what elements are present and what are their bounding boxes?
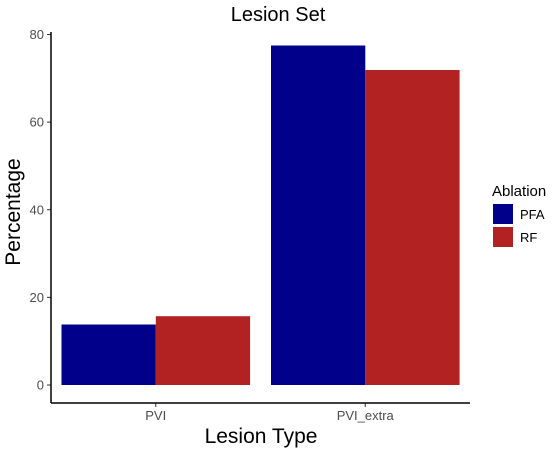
chart-title: Lesion Set <box>231 4 326 26</box>
y-axis-title: Percentage <box>2 158 25 265</box>
y-tick-label: 60 <box>30 115 44 130</box>
x-tick-label: PVI <box>145 408 166 423</box>
bar-rf-pvi <box>155 316 251 385</box>
y-tick-label: 20 <box>30 290 44 305</box>
y-tick-label: 80 <box>30 27 44 42</box>
legend: Ablation PFA RF <box>492 183 546 247</box>
legend-label-pfa: PFA <box>520 207 545 222</box>
legend-label-rf: RF <box>520 230 537 245</box>
bar-rf-pvi-extra <box>365 70 460 385</box>
x-tick-label: PVI_extra <box>337 408 395 423</box>
y-tick-label: 0 <box>37 378 44 393</box>
y-tick-label: 40 <box>30 202 44 217</box>
x-axis-title: Lesion Type <box>205 425 318 448</box>
bar-pfa-pvi-extra <box>271 45 366 385</box>
plot-area: PVI PVI_extra 0 20 40 60 80 <box>30 27 470 423</box>
legend-key-rf <box>493 227 513 247</box>
legend-title: Ablation <box>492 183 546 200</box>
legend-key-pfa <box>493 204 513 224</box>
bar-pfa-pvi <box>61 324 156 385</box>
